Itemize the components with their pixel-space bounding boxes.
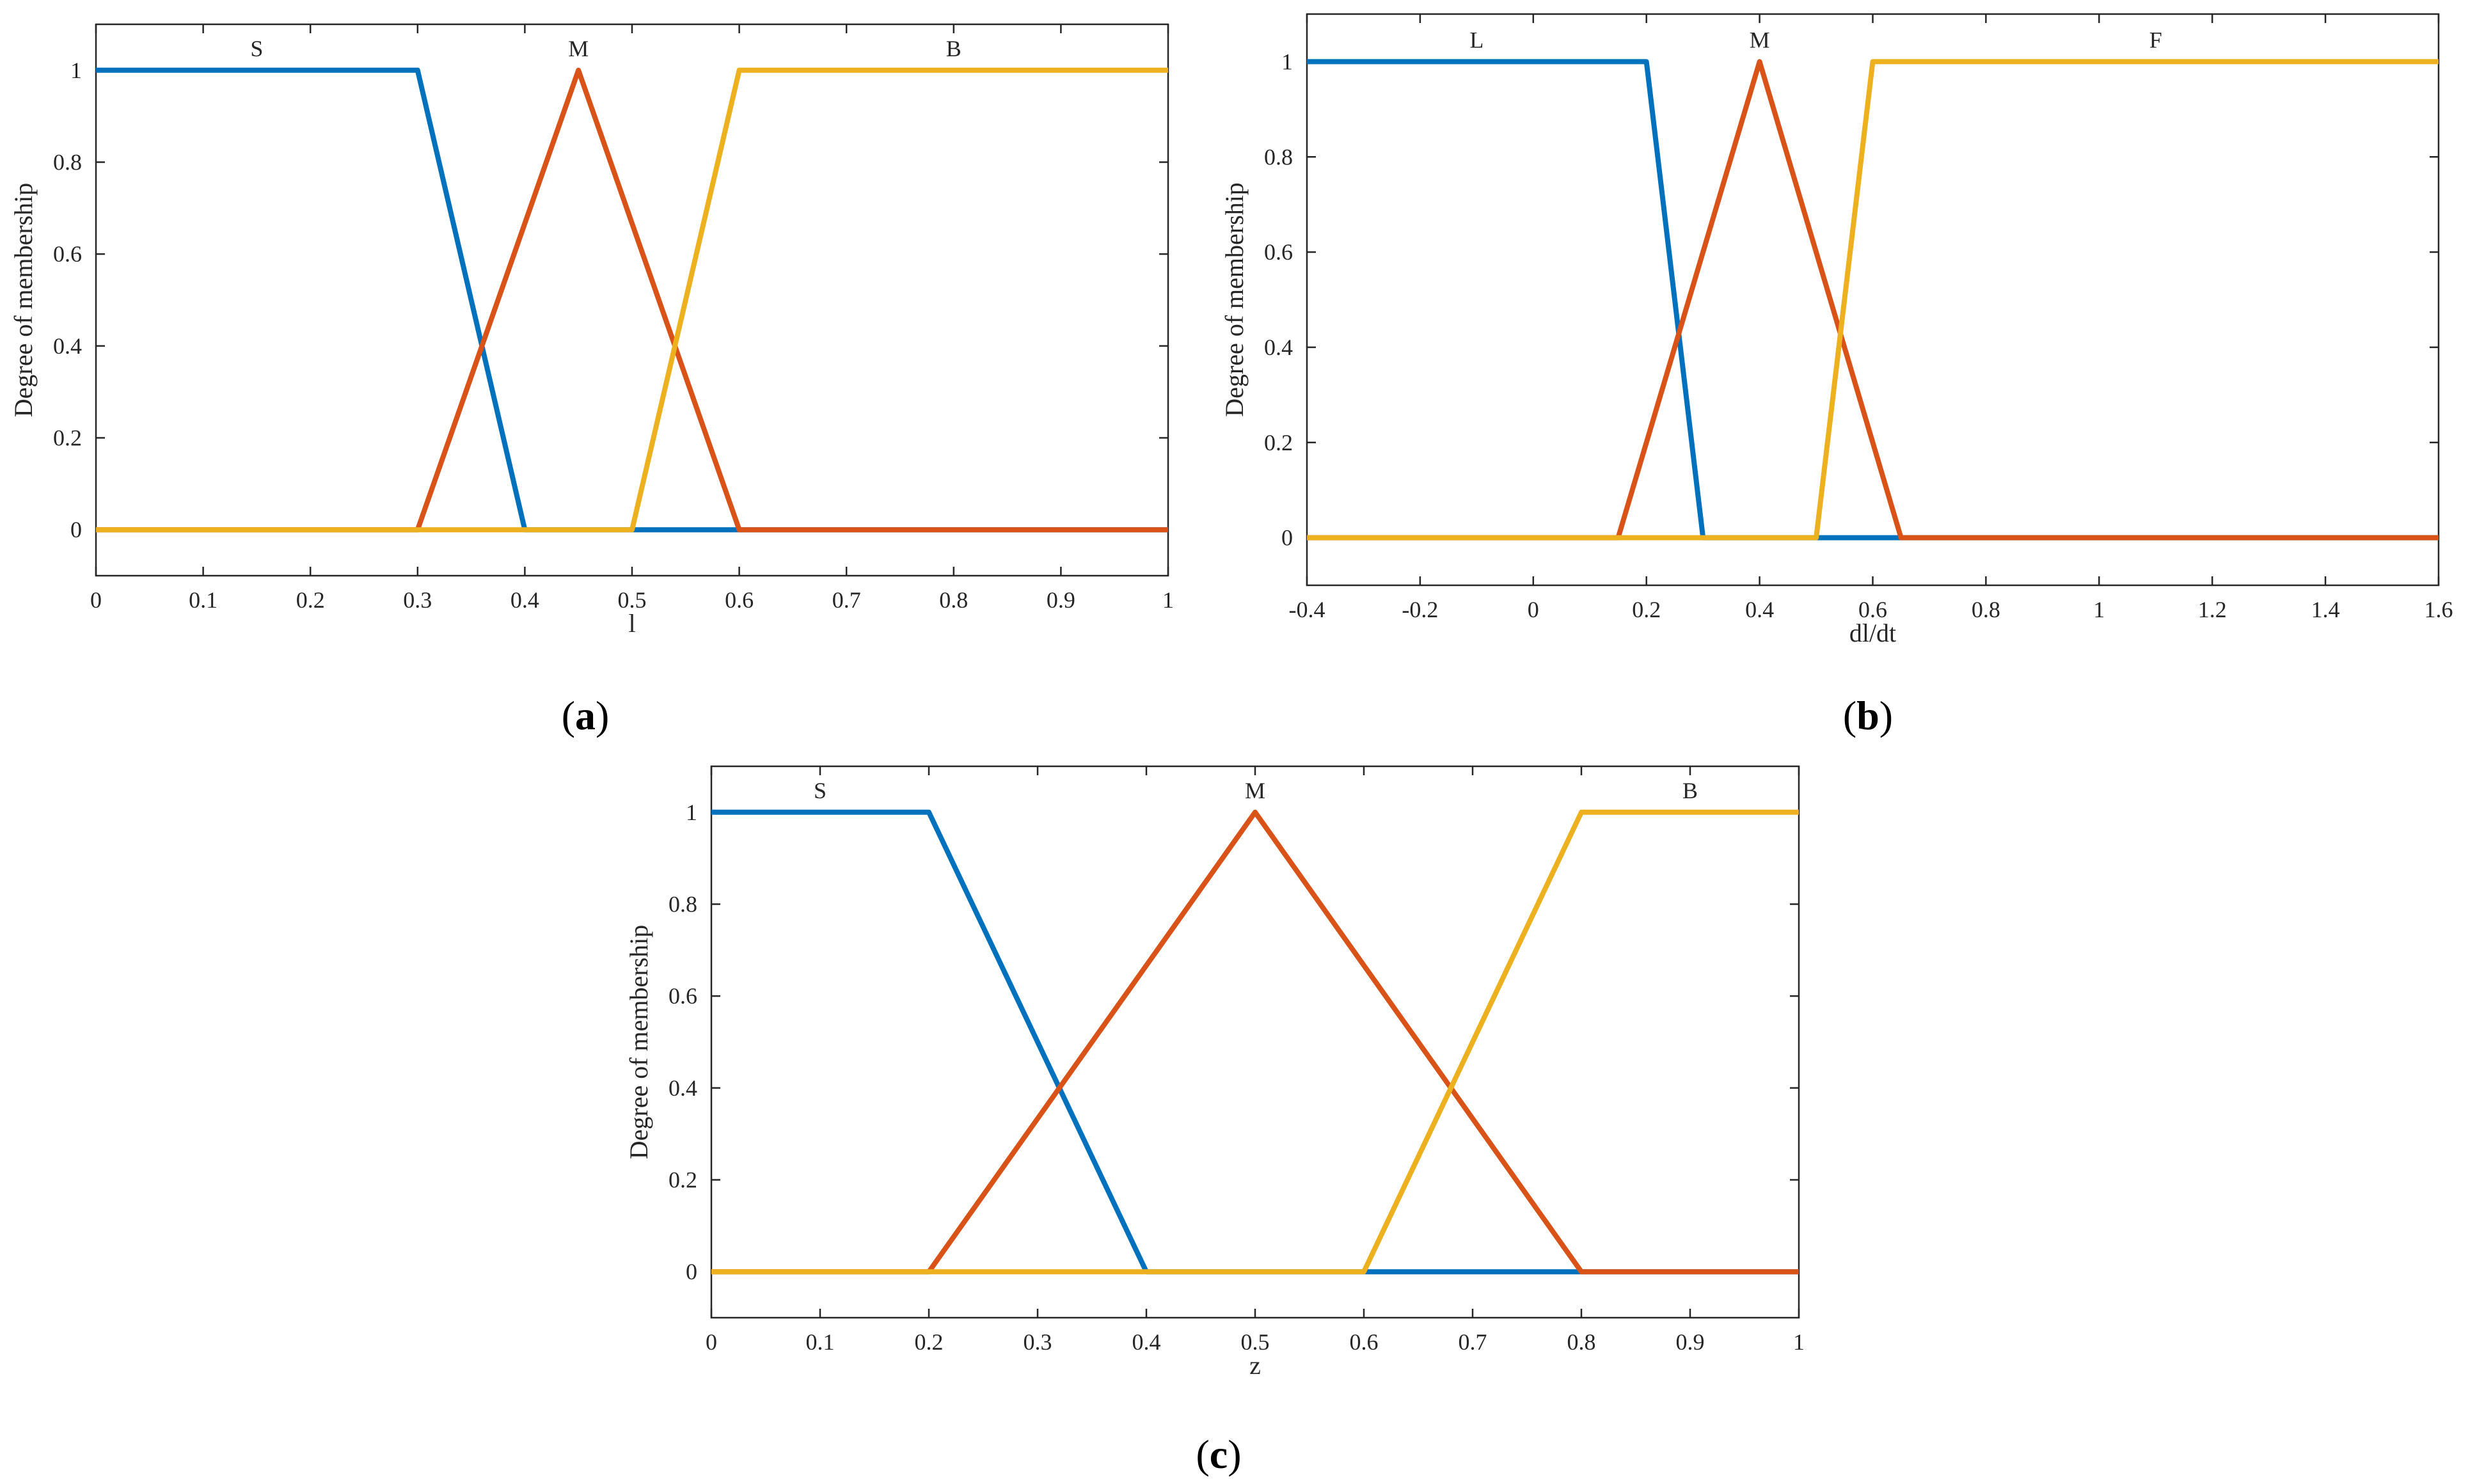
y-tick-label: 0	[70, 517, 82, 542]
x-tick-label: -0.4	[1289, 597, 1325, 622]
y-tick-label: 0.2	[668, 1167, 697, 1193]
y-tick-label: 0.4	[668, 1075, 697, 1101]
y-tick-label: 0.8	[1264, 144, 1293, 170]
series-line-b-3	[711, 809, 1799, 1275]
x-tick-label: 0	[90, 587, 102, 613]
series-label: F	[2149, 27, 2162, 52]
x-tick-label: 0.3	[1024, 1329, 1052, 1355]
x-tick-label: 1.6	[2424, 597, 2453, 622]
series-line-f-3	[1307, 59, 2439, 541]
y-tick-label: 0.4	[53, 333, 82, 359]
x-tick-label: 0.5	[1241, 1329, 1270, 1355]
series-line-m-2	[1307, 59, 2439, 541]
series-line-m-2	[711, 809, 1799, 1275]
y-tick-label: 0.6	[1264, 239, 1293, 265]
y-tick-label: 0.8	[668, 892, 697, 917]
x-tick-label: 0.7	[832, 587, 861, 613]
series-label: M	[1750, 27, 1770, 52]
x-tick-label: 0.8	[939, 587, 968, 613]
y-tick-label: 1	[686, 800, 697, 825]
x-tick-label: 0.4	[510, 587, 539, 613]
x-axis-label: l	[628, 609, 635, 638]
x-tick-label: 0.6	[1350, 1329, 1379, 1355]
series-line-s-1	[96, 67, 1168, 533]
plot-area	[95, 23, 1169, 577]
series-label: S	[814, 778, 827, 803]
series-label: S	[250, 36, 263, 61]
x-tick-label: 0.2	[915, 1329, 944, 1355]
x-tick-label: 0.3	[403, 587, 432, 613]
series-label: M	[568, 36, 589, 61]
series-label: B	[946, 36, 961, 61]
x-tick-label: 0.2	[296, 587, 325, 613]
x-tick-label: -0.2	[1402, 597, 1438, 622]
series-line-m-2	[96, 67, 1168, 533]
y-tick-label: 0.6	[668, 983, 697, 1009]
y-tick-label: 0.6	[53, 241, 82, 267]
y-tick-label: 0.2	[1264, 430, 1293, 455]
x-tick-label: 1	[1793, 1329, 1805, 1355]
y-tick-label: 1	[70, 58, 82, 83]
x-tick-label: 1.2	[2198, 597, 2227, 622]
x-tick-label: 0.8	[1567, 1329, 1596, 1355]
x-tick-label: 0.8	[1972, 597, 2000, 622]
series-line-b-3	[96, 67, 1168, 533]
y-tick-label: 0	[1281, 525, 1293, 551]
x-tick-label: 0.9	[1676, 1329, 1705, 1355]
y-axis-label: Degree of membership	[624, 925, 653, 1160]
y-tick-label: 0.8	[53, 150, 82, 175]
chart-panel-1: 0 0.1 0.2 0.3 0.4 0.5 0.6 0.7 0.8 0.9 1 0 0.2 0.4 0.6 0…	[9, 23, 1174, 738]
x-tick-label: 0.4	[1745, 597, 1774, 622]
x-tick-label: 0.7	[1459, 1329, 1487, 1355]
panel-label: (a)	[562, 693, 610, 738]
series-line-s-1	[711, 809, 1799, 1275]
x-tick-label: 0.5	[618, 587, 647, 613]
y-tick-label: 1	[1281, 49, 1293, 74]
x-tick-label: 0.2	[1632, 597, 1661, 622]
chart-panel-3: 0 0.1 0.2 0.3 0.4 0.5 0.6 0.7 0.8 0.9 1 0 0.2 0.4 0.6 0…	[624, 765, 1805, 1477]
series-line-l-1	[1307, 59, 2439, 541]
plot-area	[1306, 13, 2440, 587]
y-tick-label: 0.2	[53, 425, 82, 451]
panel-label: (b)	[1843, 693, 1893, 738]
x-tick-label: 0.9	[1047, 587, 1075, 613]
series-label: L	[1469, 27, 1483, 52]
x-tick-label: 1	[2093, 597, 2105, 622]
y-tick-label: 0.4	[1264, 335, 1293, 360]
series-label: B	[1682, 778, 1698, 803]
chart-panel-2: -0.4 -0.2 0 0.2 0.4 0.6 0.8 1 1.2 1.4 1.6 0 0.2 0.4 0.…	[1220, 13, 2453, 738]
x-axis-label: dl/dt	[1849, 619, 1896, 647]
x-tick-label: 1	[1162, 587, 1174, 613]
x-tick-label: 0.4	[1132, 1329, 1161, 1355]
y-axis-label: Degree of membership	[1220, 182, 1249, 417]
x-tick-label: 0	[1528, 597, 1539, 622]
x-tick-label: 0.6	[1858, 597, 1887, 622]
x-tick-label: 0.1	[806, 1329, 835, 1355]
panel-label: (c)	[1196, 1432, 1241, 1477]
plot-area	[710, 765, 1800, 1319]
y-tick-label: 0	[686, 1259, 697, 1284]
x-axis-label: z	[1249, 1351, 1261, 1380]
x-tick-label: 1.4	[2311, 597, 2340, 622]
x-tick-label: 0	[706, 1329, 717, 1355]
series-label: M	[1245, 778, 1265, 803]
x-tick-label: 0.6	[725, 587, 754, 613]
x-tick-label: 0.1	[189, 587, 218, 613]
y-axis-label: Degree of membership	[9, 183, 38, 418]
